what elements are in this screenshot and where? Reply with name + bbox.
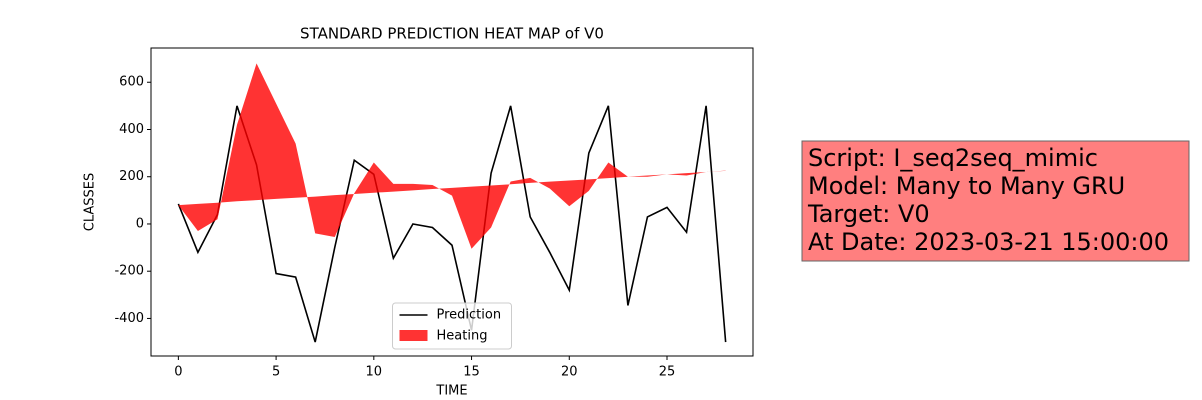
x-tick-label: 5: [272, 365, 280, 380]
legend-swatch: [399, 330, 428, 341]
y-tick-label: 400: [119, 122, 144, 137]
annotation-line: Script: I_seq2seq_mimic: [808, 144, 1098, 172]
y-tick-label: 600: [119, 75, 144, 90]
y-tick-label: 0: [136, 216, 144, 231]
annotation-line: Target: V0: [807, 200, 930, 228]
annotation-box: [801, 140, 1190, 262]
annotation-line: Model: Many to Many GRU: [808, 172, 1125, 200]
x-tick-label: 10: [366, 365, 383, 380]
x-tick-label: 0: [174, 365, 182, 380]
y-tick-label: -200: [114, 264, 144, 279]
annotation-line: At Date: 2023-03-21 15:00:00: [808, 228, 1169, 256]
y-tick-label: 200: [119, 169, 144, 184]
y-axis-label: CLASSES: [83, 173, 98, 231]
prediction-line: [177, 105, 727, 343]
plot-frame: [150, 47, 754, 357]
y-tick-label: -400: [114, 311, 144, 326]
legend-label: Prediction: [437, 308, 502, 323]
x-tick-label: 20: [561, 365, 578, 380]
x-tick-label: 25: [659, 365, 676, 380]
heating-area: [178, 63, 726, 249]
chart-title: STANDARD PREDICTION HEAT MAP of V0: [300, 25, 604, 43]
x-tick-label: 15: [463, 365, 480, 380]
legend-label: Heating: [437, 329, 488, 344]
x-axis-label: TIME: [435, 384, 467, 399]
